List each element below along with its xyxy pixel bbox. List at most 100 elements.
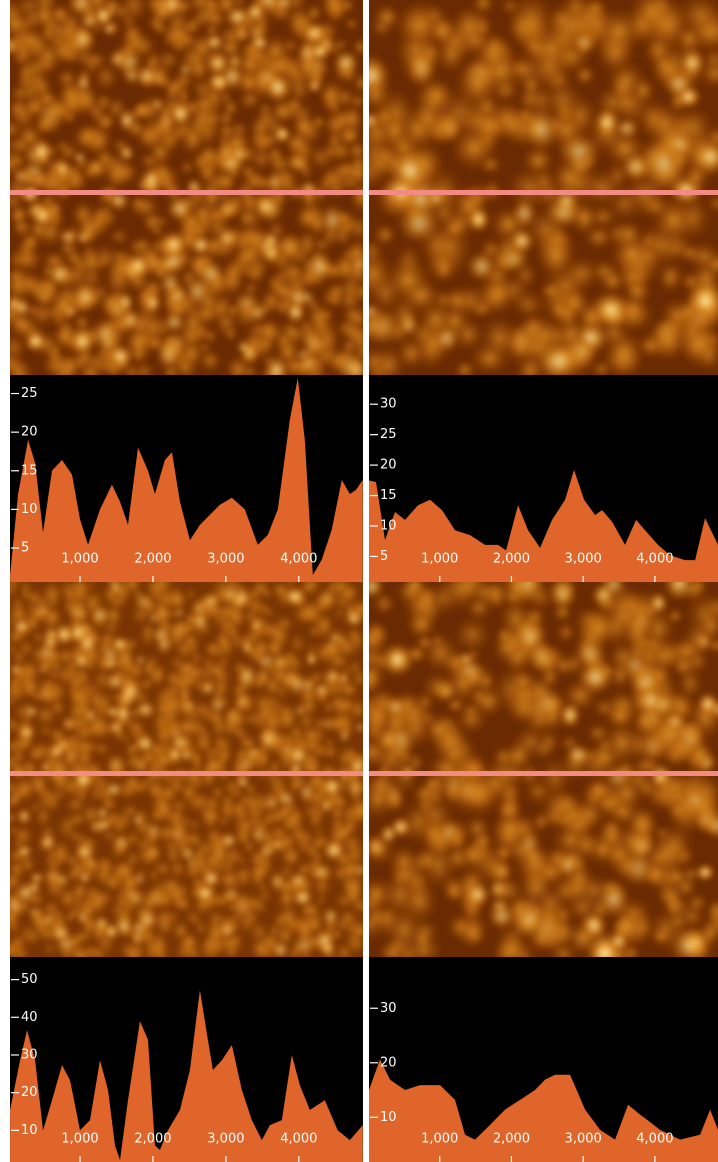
texture-blob bbox=[103, 721, 120, 736]
texture-blob bbox=[237, 730, 249, 742]
texture-blob bbox=[649, 664, 670, 686]
texture-blob bbox=[369, 114, 396, 153]
texture-blob bbox=[209, 601, 223, 619]
image-texture bbox=[10, 0, 718, 957]
profile-area bbox=[10, 378, 363, 582]
texture-blob bbox=[372, 727, 404, 753]
texture-blob bbox=[263, 606, 275, 619]
texture-blob bbox=[171, 0, 194, 17]
texture-blob bbox=[10, 811, 19, 824]
texture-blob bbox=[272, 280, 298, 304]
texture-blob bbox=[167, 299, 192, 318]
x-tick-label: 4,000 bbox=[636, 1132, 673, 1147]
texture-blob bbox=[369, 831, 397, 867]
texture-blob bbox=[680, 582, 707, 603]
texture-blob bbox=[189, 856, 211, 875]
texture-blob bbox=[210, 233, 239, 262]
texture-blob bbox=[65, 249, 84, 267]
texture-blob bbox=[130, 605, 152, 625]
texture-blob bbox=[179, 159, 194, 176]
y-tick-label: 5 bbox=[380, 549, 388, 564]
texture-blob bbox=[13, 775, 38, 801]
texture-blob bbox=[140, 676, 153, 692]
texture-blob bbox=[605, 161, 630, 190]
texture-blob bbox=[669, 734, 702, 764]
texture-blob bbox=[320, 799, 332, 813]
texture-blob bbox=[156, 102, 176, 124]
texture-blob bbox=[36, 654, 57, 675]
texture-blob bbox=[49, 341, 64, 358]
texture-blob bbox=[335, 85, 356, 109]
texture-blob bbox=[603, 329, 645, 375]
texture-blob bbox=[48, 287, 79, 322]
texture-blob bbox=[79, 2, 101, 25]
texture-blob bbox=[20, 737, 32, 749]
texture-blob bbox=[185, 705, 202, 722]
texture-blob bbox=[10, 42, 21, 56]
texture-blob bbox=[510, 899, 535, 930]
texture-blob bbox=[319, 618, 332, 629]
texture-blob bbox=[319, 940, 336, 956]
texture-blob bbox=[177, 208, 204, 241]
texture-blob bbox=[19, 854, 34, 867]
texture-blob bbox=[296, 348, 311, 361]
texture-blob bbox=[548, 296, 572, 323]
x-tick-label: 3,000 bbox=[565, 1132, 602, 1147]
texture-blob bbox=[257, 882, 269, 894]
texture-blob bbox=[32, 110, 62, 136]
texture-blob bbox=[304, 248, 334, 286]
texture-blob bbox=[507, 8, 539, 46]
texture-blob bbox=[237, 208, 256, 228]
texture-blob bbox=[20, 31, 40, 50]
texture-blob bbox=[395, 582, 425, 605]
texture-blob bbox=[136, 868, 148, 878]
texture-blob bbox=[351, 155, 363, 173]
texture-blob bbox=[110, 582, 122, 595]
texture-blob bbox=[299, 607, 314, 622]
texture-blob bbox=[71, 123, 100, 153]
texture-blob bbox=[313, 591, 337, 614]
texture-blob bbox=[38, 724, 54, 737]
texture-blob bbox=[511, 197, 537, 230]
texture-blob bbox=[234, 751, 246, 761]
texture-blob bbox=[175, 658, 199, 678]
texture-blob bbox=[187, 819, 202, 831]
texture-blob bbox=[334, 892, 353, 909]
texture-blob bbox=[307, 210, 329, 238]
texture-blob bbox=[183, 274, 211, 308]
texture-blob bbox=[273, 124, 292, 144]
texture-blob bbox=[297, 180, 320, 200]
texture-blob bbox=[181, 750, 192, 760]
texture-blob bbox=[255, 820, 270, 834]
texture-blob bbox=[30, 0, 60, 16]
texture-blob bbox=[253, 639, 269, 658]
texture-blob bbox=[204, 808, 222, 824]
texture-blob bbox=[313, 717, 327, 730]
profile-chart: 10 20 30 1,000 2,000 3,000 4,000 bbox=[369, 1001, 718, 1162]
texture-group bbox=[369, 0, 718, 375]
texture-blob bbox=[244, 750, 260, 765]
texture-blob bbox=[191, 914, 202, 927]
texture-blob bbox=[316, 326, 341, 356]
texture-blob bbox=[132, 814, 144, 827]
texture-blob bbox=[314, 827, 325, 837]
texture-blob bbox=[219, 792, 236, 813]
texture-blob bbox=[505, 834, 540, 866]
x-tick-label: 1,000 bbox=[421, 1132, 458, 1147]
texture-blob bbox=[541, 282, 562, 299]
texture-blob bbox=[333, 606, 346, 620]
texture-blob bbox=[269, 760, 280, 772]
texture-blob bbox=[79, 802, 104, 827]
texture-blob bbox=[286, 743, 310, 768]
texture-blob bbox=[104, 603, 123, 628]
texture-blob bbox=[663, 69, 695, 99]
texture-blob bbox=[31, 629, 45, 646]
texture-blob bbox=[207, 300, 231, 321]
texture-blob bbox=[533, 738, 553, 761]
texture-blob bbox=[369, 782, 397, 820]
texture-blob bbox=[608, 602, 639, 633]
texture-blob bbox=[113, 644, 131, 664]
y-tick-label: 30 bbox=[380, 397, 397, 412]
texture-blob bbox=[229, 17, 252, 43]
texture-blob bbox=[269, 624, 291, 645]
